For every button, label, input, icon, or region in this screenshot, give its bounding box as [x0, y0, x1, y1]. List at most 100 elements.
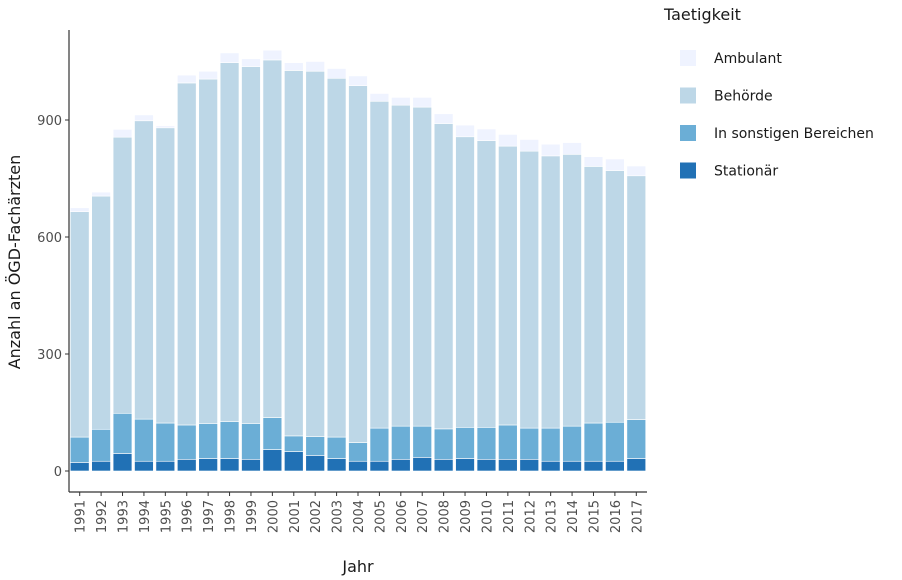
- bar-segment: [412, 97, 432, 108]
- bar-segment: [412, 106, 432, 427]
- y-tick-label: 0: [54, 465, 62, 480]
- bar-segment: [262, 417, 283, 450]
- bar-segment: [177, 74, 197, 84]
- bar-segment: [369, 427, 390, 462]
- bar-segment: [476, 458, 497, 472]
- x-tick-label: 1991: [74, 500, 89, 533]
- bar-segment: [241, 458, 261, 472]
- y-axis-title: Anzahl an ÖGD-Fachärzten: [5, 155, 24, 370]
- bar-segment: [540, 143, 561, 157]
- legend-label: Behörde: [714, 89, 773, 105]
- x-tick-label: 1994: [138, 500, 153, 533]
- bar-segment: [177, 458, 197, 472]
- bar-segment: [605, 421, 625, 462]
- y-tick-label: 600: [37, 231, 62, 246]
- bar-segment: [540, 427, 561, 462]
- bar-segment: [562, 425, 582, 462]
- x-tick-label: 1992: [95, 500, 110, 533]
- x-tick-label: 2002: [309, 500, 324, 533]
- bar-segment: [583, 422, 604, 462]
- x-tick-label: 2000: [266, 500, 281, 533]
- x-tick-label: 1993: [117, 500, 132, 533]
- legend-swatch: [680, 50, 696, 66]
- x-tick-label: 2013: [545, 500, 560, 533]
- bar-segment: [155, 127, 176, 424]
- x-tick-label: 2011: [502, 500, 517, 533]
- x-tick-label: 2006: [395, 500, 410, 533]
- bar-segment: [284, 451, 304, 472]
- bar-segment: [219, 52, 240, 63]
- bar-segment: [198, 458, 218, 472]
- bar-segment: [284, 70, 304, 437]
- bar-segment: [519, 427, 539, 460]
- bar-segment: [91, 460, 111, 472]
- bar-segment: [626, 165, 647, 177]
- bar-segment: [583, 156, 604, 167]
- bar-segment: [626, 419, 647, 459]
- bar-segment: [476, 427, 497, 460]
- bar-segment: [583, 460, 604, 472]
- legend-label: Stationär: [714, 164, 778, 180]
- bar-segment: [91, 191, 111, 197]
- bar-segment: [326, 77, 347, 438]
- bar-segment: [69, 211, 90, 438]
- x-tick-label: 1997: [202, 500, 217, 533]
- bar-segment: [305, 61, 325, 72]
- plot-area: [69, 49, 647, 472]
- bar-segment: [583, 166, 604, 424]
- bar-segment: [69, 207, 90, 212]
- bar-segment: [348, 75, 368, 86]
- bar-segment: [562, 142, 582, 155]
- bar-segment: [433, 123, 454, 430]
- x-tick-label: 2015: [587, 500, 602, 533]
- bar-segment: [305, 70, 325, 437]
- bar-segment: [262, 59, 283, 418]
- bar-segment: [177, 424, 197, 460]
- bar-segment: [519, 150, 539, 429]
- y-tick-label: 900: [37, 114, 62, 129]
- x-tick-label: 2003: [331, 500, 346, 533]
- x-tick-label: 2010: [480, 500, 495, 533]
- bar-segment: [498, 424, 518, 460]
- x-axis-title: Jahr: [341, 557, 374, 576]
- bar-segment: [540, 460, 561, 472]
- bar-segment: [433, 458, 454, 472]
- bar-segment: [412, 457, 432, 472]
- bar-segment: [412, 425, 432, 458]
- bar-segment: [134, 114, 154, 122]
- x-tick-label: 2001: [288, 500, 303, 533]
- bar-segment: [455, 427, 475, 459]
- bar-segment: [198, 423, 218, 459]
- bar-segment: [369, 93, 390, 102]
- x-tick-label: 1998: [224, 500, 239, 533]
- bar-segment: [605, 460, 625, 472]
- x-tick-label: 2004: [352, 500, 367, 533]
- bar-segment: [69, 436, 90, 463]
- bar-segment: [241, 66, 261, 424]
- bar-segment: [155, 460, 176, 472]
- bar-segment: [391, 458, 411, 472]
- bar-segment: [455, 124, 475, 138]
- legend-label: In sonstigen Bereichen: [714, 126, 874, 142]
- x-tick-label: 1996: [181, 500, 196, 533]
- bar-segment: [476, 128, 497, 141]
- bar-segment: [433, 113, 454, 124]
- legend-swatch: [680, 125, 696, 141]
- x-tick-label: 2005: [373, 500, 388, 533]
- bar-segment: [112, 129, 133, 138]
- bar-segment: [476, 140, 497, 428]
- bar-segment: [519, 139, 539, 152]
- bar-segment: [391, 104, 411, 427]
- bar-segment: [284, 435, 304, 452]
- bar-segment: [455, 136, 475, 428]
- bar-segment: [562, 154, 582, 427]
- bar-segment: [605, 158, 625, 171]
- bar-segment: [198, 70, 218, 80]
- bar-segment: [433, 428, 454, 460]
- y-tick-label: 300: [37, 348, 62, 363]
- bar-segment: [391, 97, 411, 106]
- bar-segment: [455, 458, 475, 472]
- bar-segment: [91, 195, 111, 430]
- bar-segment: [326, 68, 347, 79]
- bar-segment: [219, 62, 240, 422]
